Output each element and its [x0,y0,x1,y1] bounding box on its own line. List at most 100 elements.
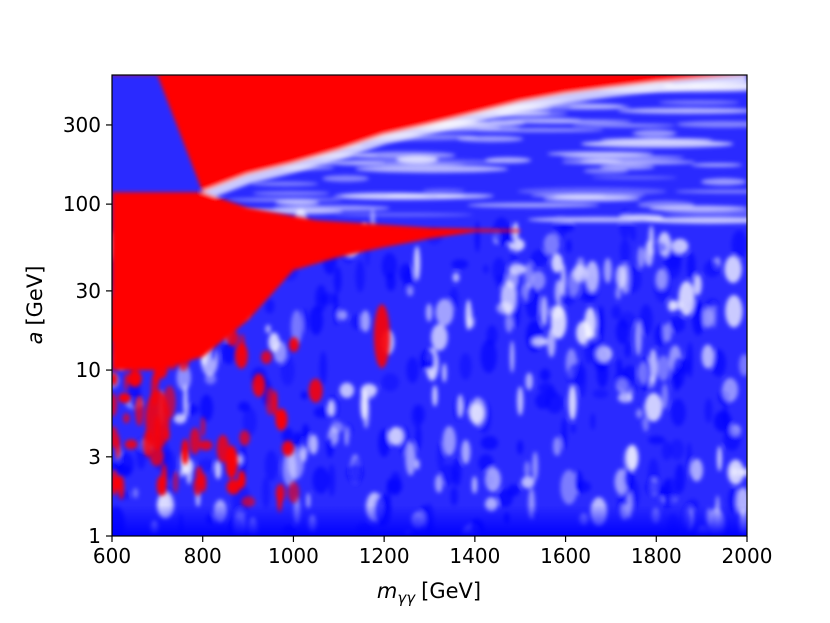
heatmap-cell-white [173,413,187,424]
heatmap-cell-white [657,355,670,382]
heatmap-cell-blue [403,428,409,449]
heatmap-cell-white [551,253,563,273]
heatmap-cell-white [183,383,188,420]
heatmap-cell-white [524,262,534,288]
heatmap-cell-blue [378,428,390,458]
heatmap-cell-white [638,361,649,385]
heatmap-streak [252,191,330,196]
heatmap-cell-white [722,377,739,403]
heatmap-cell-white [435,298,454,326]
heatmap-cell-white [287,447,304,480]
heatmap-cell-white [603,258,612,284]
heatmap-cell-blue [319,292,337,305]
heatmap-cell-blue [281,427,294,444]
heatmap-cell-blue [671,356,686,388]
heatmap-cell-white [471,476,478,494]
heatmap-cell-white [560,469,578,505]
heatmap-cell-blue [686,252,696,280]
heatmap-cell-white [531,270,546,290]
heatmap-cell-blue [200,394,213,422]
heatmap-streak [554,193,606,199]
heatmap-cell-white [724,255,742,283]
heatmap-cell-white [552,436,562,456]
heatmap-cell-white [615,286,621,300]
heatmap-cell-white [344,426,349,446]
heatmap-cell-white [532,451,539,481]
heatmap-cell-blue [664,249,682,279]
heatmap-cell-blue [571,424,576,434]
heatmap-cell-blue [539,368,551,382]
heatmap-cell-white [644,392,663,422]
heatmap-cell-blue [648,435,665,445]
heatmap-cell-blue [558,292,575,306]
x-axis-label: mγγ [GeV] [377,579,481,607]
heatmap-cell-red [171,311,178,323]
heatmap-cell-white [655,268,668,290]
heatmap-cell-red [265,387,275,416]
heatmap-cell-white [214,460,222,480]
plot-area [112,75,747,536]
x-tick-label: 1000 [268,544,319,568]
heatmap-cell-white [425,303,433,322]
heatmap-cell-white [693,274,702,296]
high-region-lobe [112,192,521,371]
y-tick-label: 3 [88,445,101,469]
y-tick-label: 1 [88,524,101,548]
heatmap-streak [600,138,713,142]
heatmap-cell-blue [566,362,581,388]
heatmap-cell-blue [475,221,480,253]
heatmap-cell-blue [313,406,330,418]
heatmap-cell-white [637,246,645,269]
heatmap-cell-blue [620,238,630,264]
heatmap-cell-blue [238,401,251,412]
heatmap-cell-white [568,384,577,421]
heatmap-cell-blue [386,272,396,292]
heatmap-cell-red [308,378,323,403]
heatmap-cell-red [112,426,118,449]
heatmap-cell-blue [437,441,445,471]
heatmap-cell-white [644,240,654,267]
heatmap-cell-white [717,446,722,472]
heatmap-cell-red [216,434,230,463]
heatmap-streak [334,212,473,217]
heatmap-cell-white [663,323,672,343]
heatmap-cell-blue [483,264,489,274]
heatmap-streak [571,123,676,128]
heatmap-cell-blue [240,444,247,478]
heatmap-cell-white [524,461,530,478]
heatmap-cell-white [176,364,191,391]
heatmap-cell-blue [355,260,365,293]
heatmap-cell-blue [309,306,323,335]
heatmap-cell-red [127,370,142,388]
x-axis-subscript: γγ [397,589,416,607]
heatmap-cell-blue [630,225,636,242]
x-tick-label: 1600 [540,544,591,568]
heatmap-streak [354,151,456,159]
heatmap-cell-blue [386,478,403,495]
heatmap-cell-blue [498,489,513,508]
heatmap-streak [580,140,734,148]
heatmap-cell-blue [451,259,469,270]
heatmap-cell-blue [687,442,692,476]
heatmap-cell-blue [459,353,472,380]
heatmap-cell-white [739,354,747,377]
heatmap-cell-red [112,324,119,341]
heatmap-cell-white [485,467,501,492]
heatmap-cell-red [112,393,118,417]
heatmap-cell-white [505,312,514,333]
heatmap-cell-blue [262,476,270,509]
heatmap-cell-red [166,349,177,361]
x-axis: 600 800 1000 1200 1400 1600 1800 2000 [93,536,772,568]
heatmap-cell-white [585,260,600,293]
heatmap-cell-blue [478,454,494,472]
heatmap-cell-blue [399,263,413,283]
heatmap-streak [457,135,524,142]
heatmap-streak [517,187,667,196]
heatmap-cell-white [621,263,630,295]
y-axis-unit: [GeV] [23,266,47,326]
heatmap-cell-blue [580,293,596,302]
heatmap-cell-white [406,286,414,297]
heatmap-cell-white [178,468,185,478]
heatmap-cell-blue [450,486,458,506]
heatmap-cell-red [275,408,288,431]
